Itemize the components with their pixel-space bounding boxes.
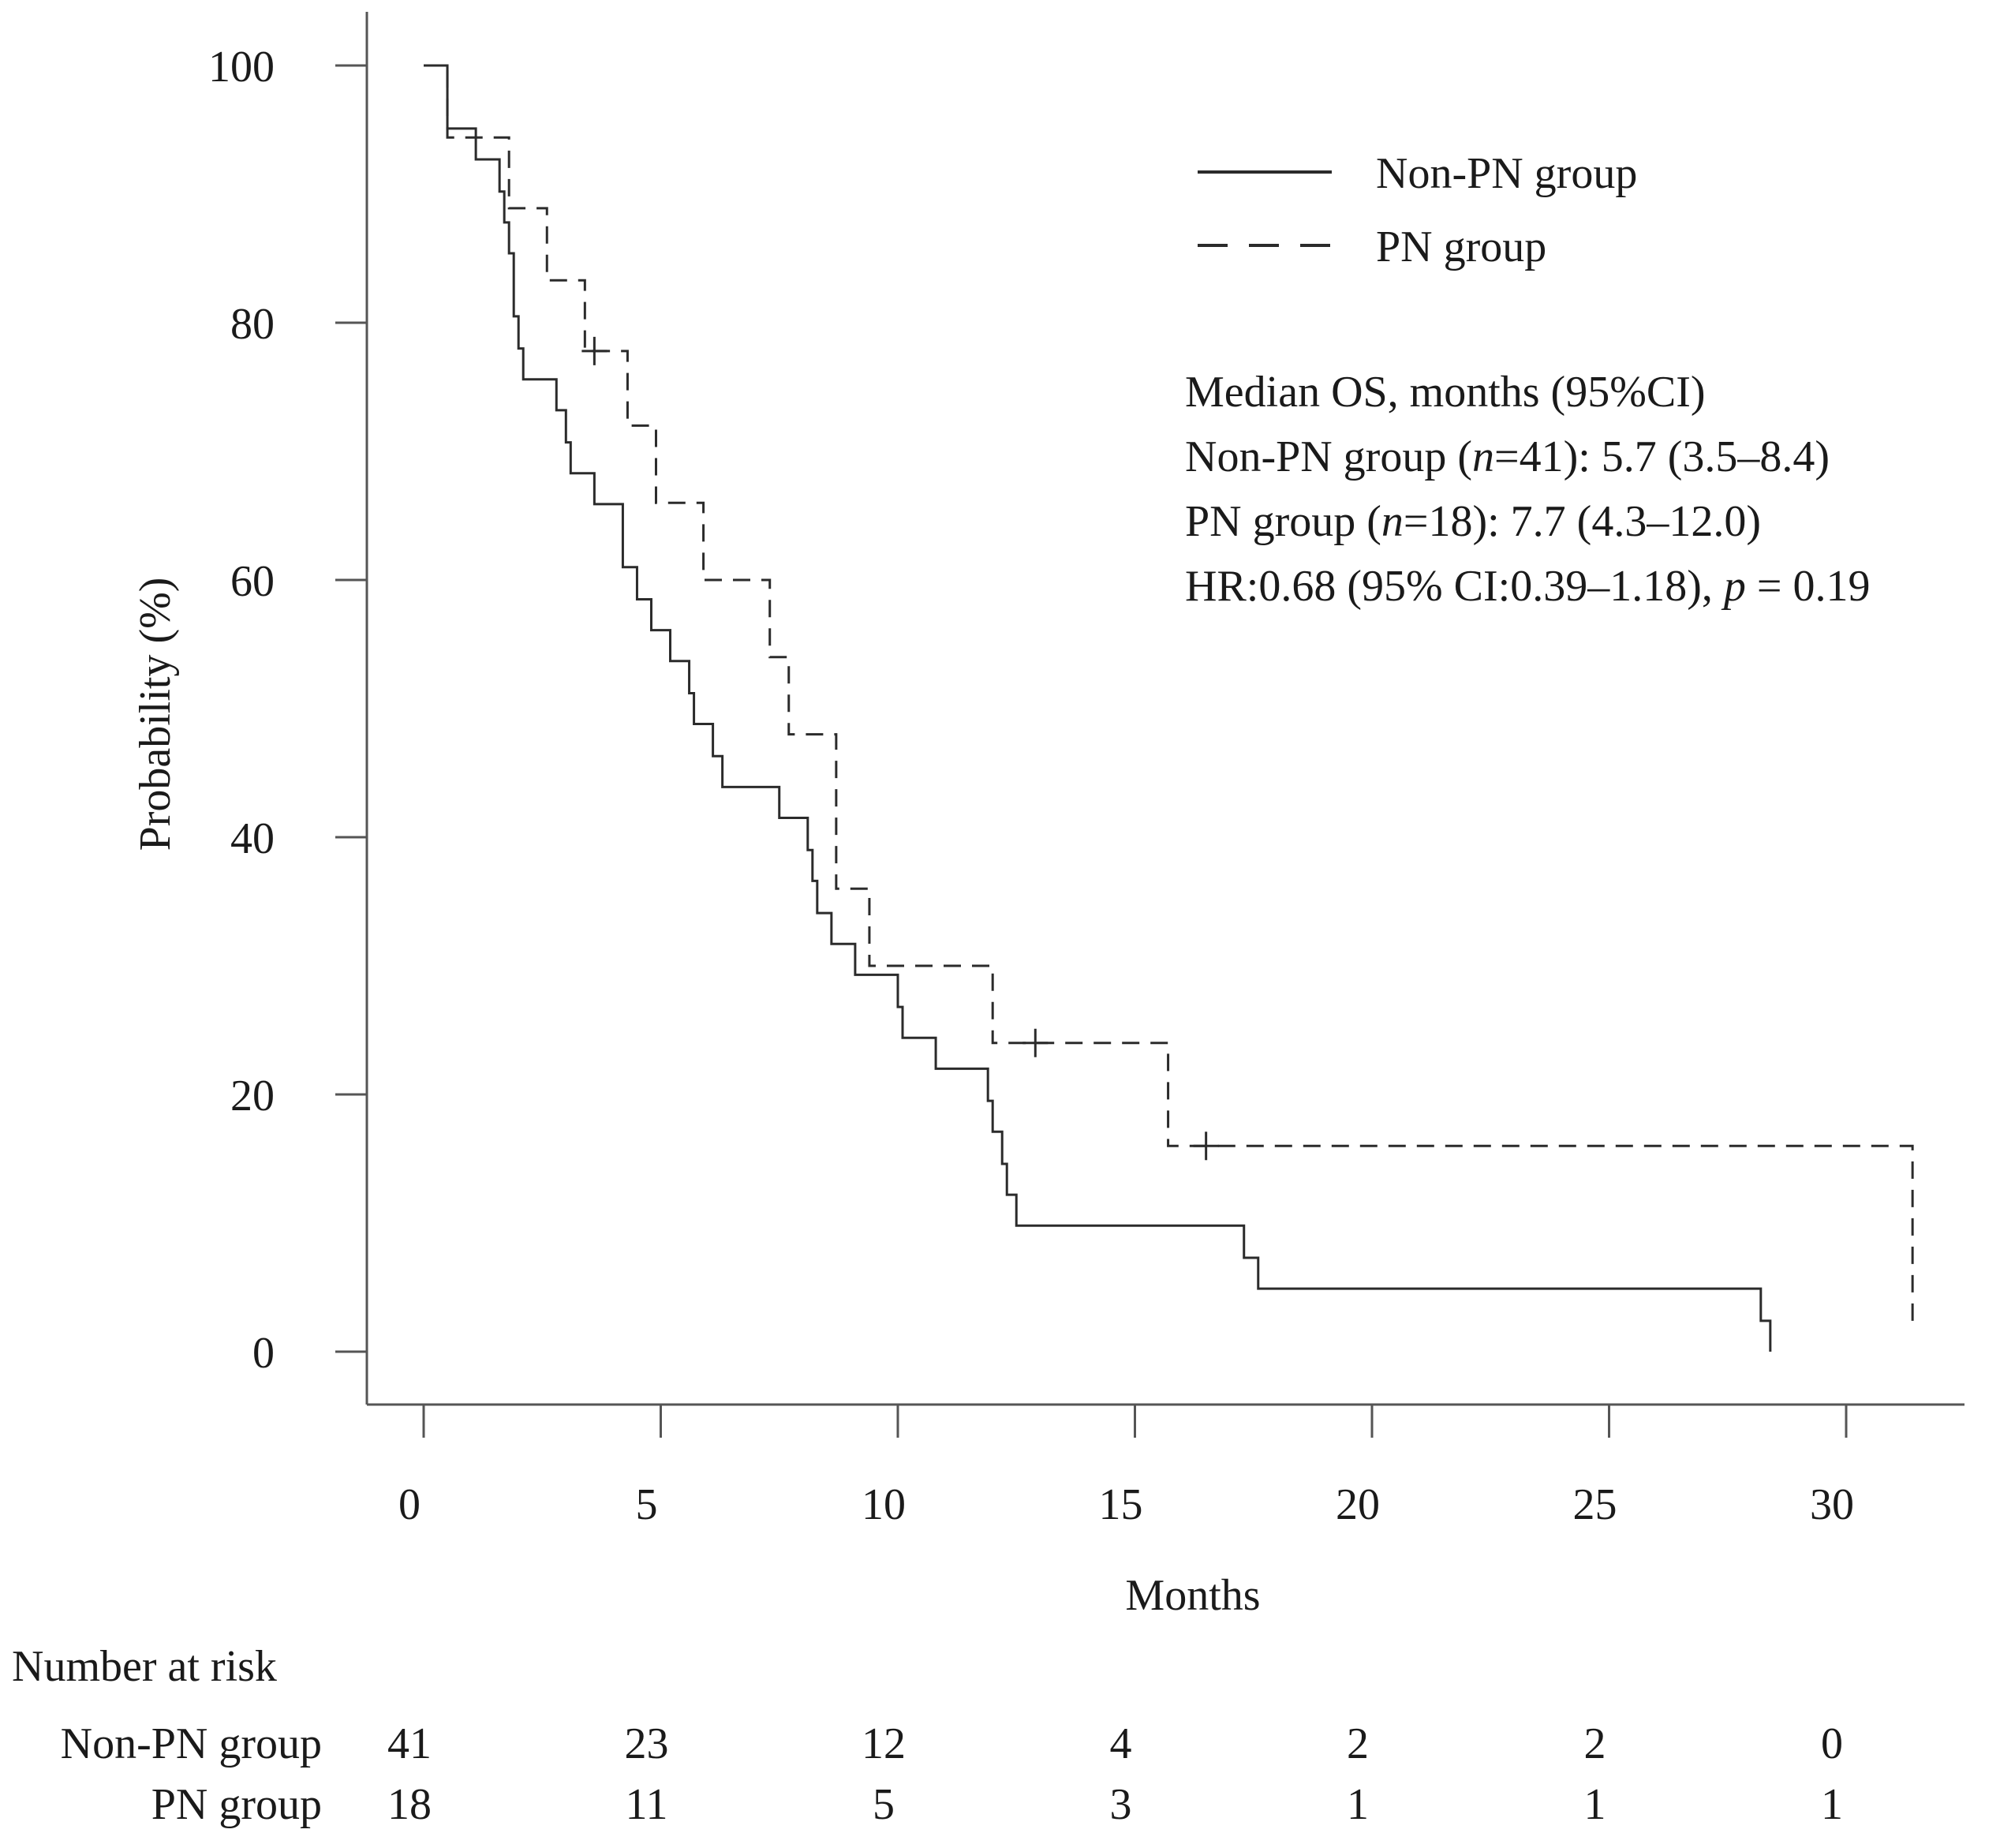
survival-curve-pn bbox=[424, 64, 1914, 1326]
annotation-line: Median OS, months (95%CI) bbox=[1185, 368, 1706, 417]
risk-value: 2 bbox=[1584, 1719, 1606, 1768]
risk-value: 11 bbox=[626, 1780, 668, 1829]
risk-value: 2 bbox=[1347, 1719, 1369, 1768]
risk-value: 4 bbox=[1110, 1719, 1132, 1768]
censor-mark bbox=[581, 336, 607, 365]
risk-table-title: Number at risk bbox=[12, 1642, 277, 1691]
risk-table: Number at risk Non-PN group 41 23 12 4 2 2 0 PN g… bbox=[12, 1642, 1843, 1829]
annotation-line: Non-PN group (n=41): 5.7 (3.5–8.4) bbox=[1185, 432, 1830, 481]
annotations: Median OS, months (95%CI) Non-PN group (n… bbox=[1185, 368, 1870, 611]
y-axis-title: Probability (%) bbox=[131, 578, 180, 851]
x-tick-label: 25 bbox=[1573, 1480, 1617, 1529]
y-tick-label: 0 bbox=[252, 1329, 275, 1378]
y-tick-label: 60 bbox=[230, 557, 275, 606]
risk-value: 5 bbox=[873, 1780, 895, 1829]
risk-value: 12 bbox=[862, 1719, 906, 1768]
legend-label: PN group bbox=[1376, 223, 1546, 271]
risk-value: 23 bbox=[625, 1719, 669, 1768]
x-axis-title: Months bbox=[1125, 1571, 1260, 1620]
survival-curves bbox=[424, 64, 1914, 1352]
x-tick-label: 15 bbox=[1099, 1480, 1143, 1529]
survival-curve-non-pn bbox=[424, 64, 1772, 1352]
x-tick-label: 10 bbox=[862, 1480, 906, 1529]
risk-value: 1 bbox=[1584, 1780, 1606, 1829]
y-tick-label: 40 bbox=[230, 814, 275, 863]
x-tick-label: 20 bbox=[1336, 1480, 1380, 1529]
risk-value: 18 bbox=[387, 1780, 432, 1829]
risk-value: 0 bbox=[1821, 1719, 1843, 1768]
y-tick-label: 80 bbox=[230, 300, 275, 349]
risk-value: 1 bbox=[1821, 1780, 1843, 1829]
risk-row-label: PN group bbox=[151, 1780, 322, 1829]
y-tick-label: 100 bbox=[208, 43, 275, 92]
annotation-line: HR:0.68 (95% CI:0.39–1.18), p = 0.19 bbox=[1185, 562, 1870, 611]
x-tick-label: 5 bbox=[636, 1480, 658, 1529]
censor-mark bbox=[1022, 1028, 1049, 1057]
x-tick-label: 0 bbox=[398, 1480, 421, 1529]
censor-mark bbox=[1193, 1132, 1219, 1161]
y-tick-label: 20 bbox=[230, 1072, 275, 1120]
risk-value: 41 bbox=[387, 1719, 432, 1768]
legend: Non-PN group PN group bbox=[1198, 149, 1637, 271]
axes: 0 20 40 60 80 100 0 5 10 15 20 25 30 Months Probabilit… bbox=[131, 12, 1964, 1620]
annotation-line: PN group (n=18): 7.7 (4.3–12.0) bbox=[1185, 497, 1761, 546]
legend-label: Non-PN group bbox=[1376, 149, 1637, 198]
x-tick-label: 30 bbox=[1810, 1480, 1854, 1529]
risk-value: 3 bbox=[1110, 1780, 1132, 1829]
risk-row-label: Non-PN group bbox=[61, 1719, 322, 1768]
risk-value: 1 bbox=[1347, 1780, 1369, 1829]
